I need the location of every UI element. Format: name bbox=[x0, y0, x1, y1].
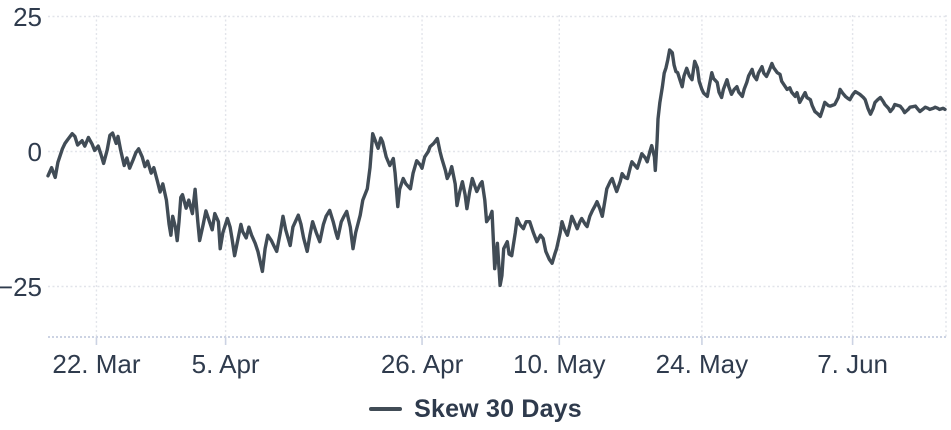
series-line-skew-30-days bbox=[46, 48, 947, 288]
x-axis-label: 26. Apr bbox=[381, 349, 464, 379]
x-axis-label: 10. May bbox=[513, 349, 606, 379]
y-axis-label: 25 bbox=[13, 2, 42, 32]
plot-area: 25 0 −25 22. Mar 5. Apr 26. Apr 10. May 24. May… bbox=[0, 2, 948, 379]
y-axis-label: −25 bbox=[0, 272, 42, 302]
x-axis-label: 5. Apr bbox=[192, 349, 260, 379]
legend-line-marker bbox=[369, 407, 403, 411]
legend-label: Skew 30 Days bbox=[414, 394, 582, 423]
x-axis-label: 7. Jun bbox=[817, 349, 888, 379]
x-axis-label: 24. May bbox=[656, 349, 749, 379]
x-axis-label: 22. Mar bbox=[52, 349, 140, 379]
y-axis-label: 0 bbox=[28, 137, 42, 167]
legend-item-skew-30-days[interactable]: Skew 30 Days bbox=[0, 390, 951, 428]
